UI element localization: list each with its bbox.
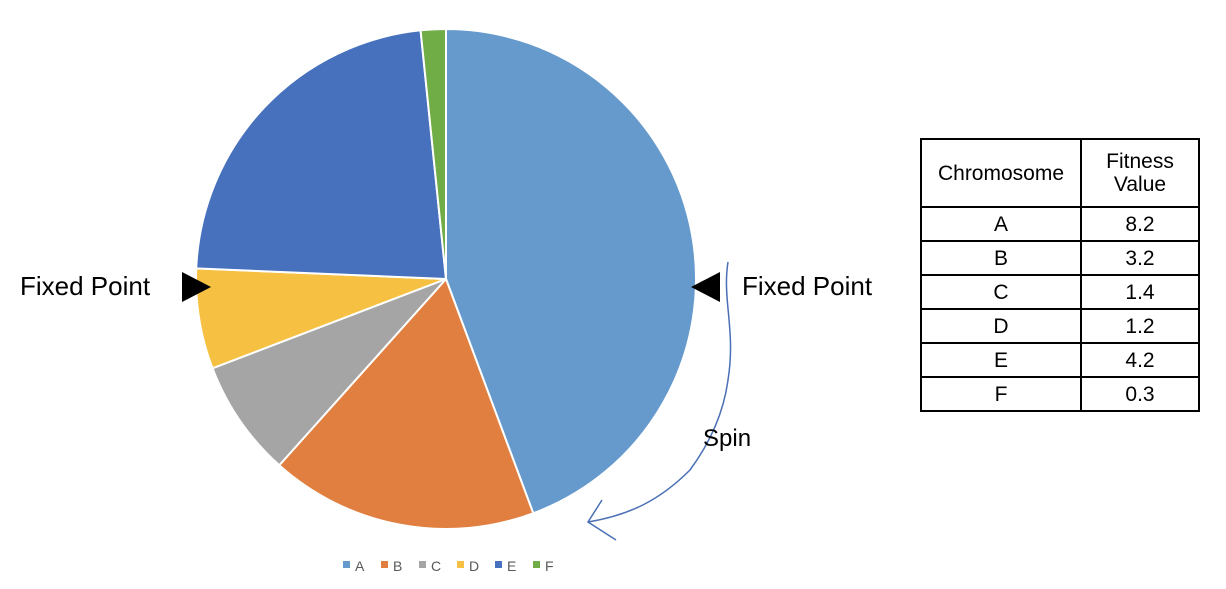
- legend-swatch-b: [381, 561, 388, 568]
- header-fitness-value: Fitness Value: [1080, 138, 1200, 208]
- spin-label: Spin: [703, 425, 751, 452]
- table-row: C 1.4: [920, 274, 1200, 310]
- table-row: E 4.2: [920, 342, 1200, 378]
- fitness-table: Chromosome Fitness Value A 8.2 B 3.2 C 1…: [920, 138, 1200, 412]
- cell-chromosome: C: [920, 274, 1082, 310]
- legend-swatch-e: [495, 561, 502, 568]
- pie-chart: [195, 27, 697, 530]
- right-fixed-point-label: Fixed Point: [742, 271, 873, 301]
- pie-slice-f: [419, 27, 447, 280]
- chart-legend: A B C D E F: [343, 558, 554, 574]
- legend-label-a: A: [355, 558, 365, 574]
- cell-chromosome: B: [920, 240, 1082, 276]
- cell-chromosome: D: [920, 308, 1082, 344]
- legend-swatch-d: [457, 561, 464, 568]
- cell-chromosome: A: [920, 206, 1082, 242]
- left-fixed-point-label: Fixed Point: [20, 271, 151, 301]
- legend-label-e: E: [507, 558, 516, 574]
- legend-swatch-a: [343, 561, 350, 568]
- legend-label-d: D: [469, 558, 479, 574]
- pie-slice-b: [277, 277, 535, 530]
- cell-fitness: 1.2: [1080, 308, 1200, 344]
- left-fixed-point-arrow-icon: [182, 272, 211, 302]
- right-fixed-point-arrow-icon: [691, 272, 720, 302]
- table-header-row: Chromosome Fitness Value: [920, 138, 1200, 208]
- cell-fitness: 4.2: [1080, 342, 1200, 378]
- pie-slice-a: [445, 27, 697, 515]
- pie-slice-e: [195, 29, 448, 281]
- table-row: A 8.2: [920, 206, 1200, 242]
- cell-fitness: 0.3: [1080, 376, 1200, 412]
- cell-chromosome: F: [920, 376, 1082, 412]
- pie-slice-c: [211, 278, 447, 467]
- table-row: F 0.3: [920, 376, 1200, 412]
- legend-swatch-c: [419, 561, 426, 568]
- header-chromosome: Chromosome: [920, 138, 1082, 208]
- spin-arrowhead-icon: [586, 499, 617, 541]
- cell-fitness: 8.2: [1080, 206, 1200, 242]
- spin-arrow-icon: [587, 261, 732, 523]
- legend-swatch-f: [533, 561, 540, 568]
- legend-label-f: F: [545, 558, 554, 574]
- table-row: D 1.2: [920, 308, 1200, 344]
- legend-label-b: B: [393, 558, 402, 574]
- table-row: B 3.2: [920, 240, 1200, 276]
- cell-fitness: 3.2: [1080, 240, 1200, 276]
- legend-label-c: C: [431, 558, 441, 574]
- cell-chromosome: E: [920, 342, 1082, 378]
- cell-fitness: 1.4: [1080, 274, 1200, 310]
